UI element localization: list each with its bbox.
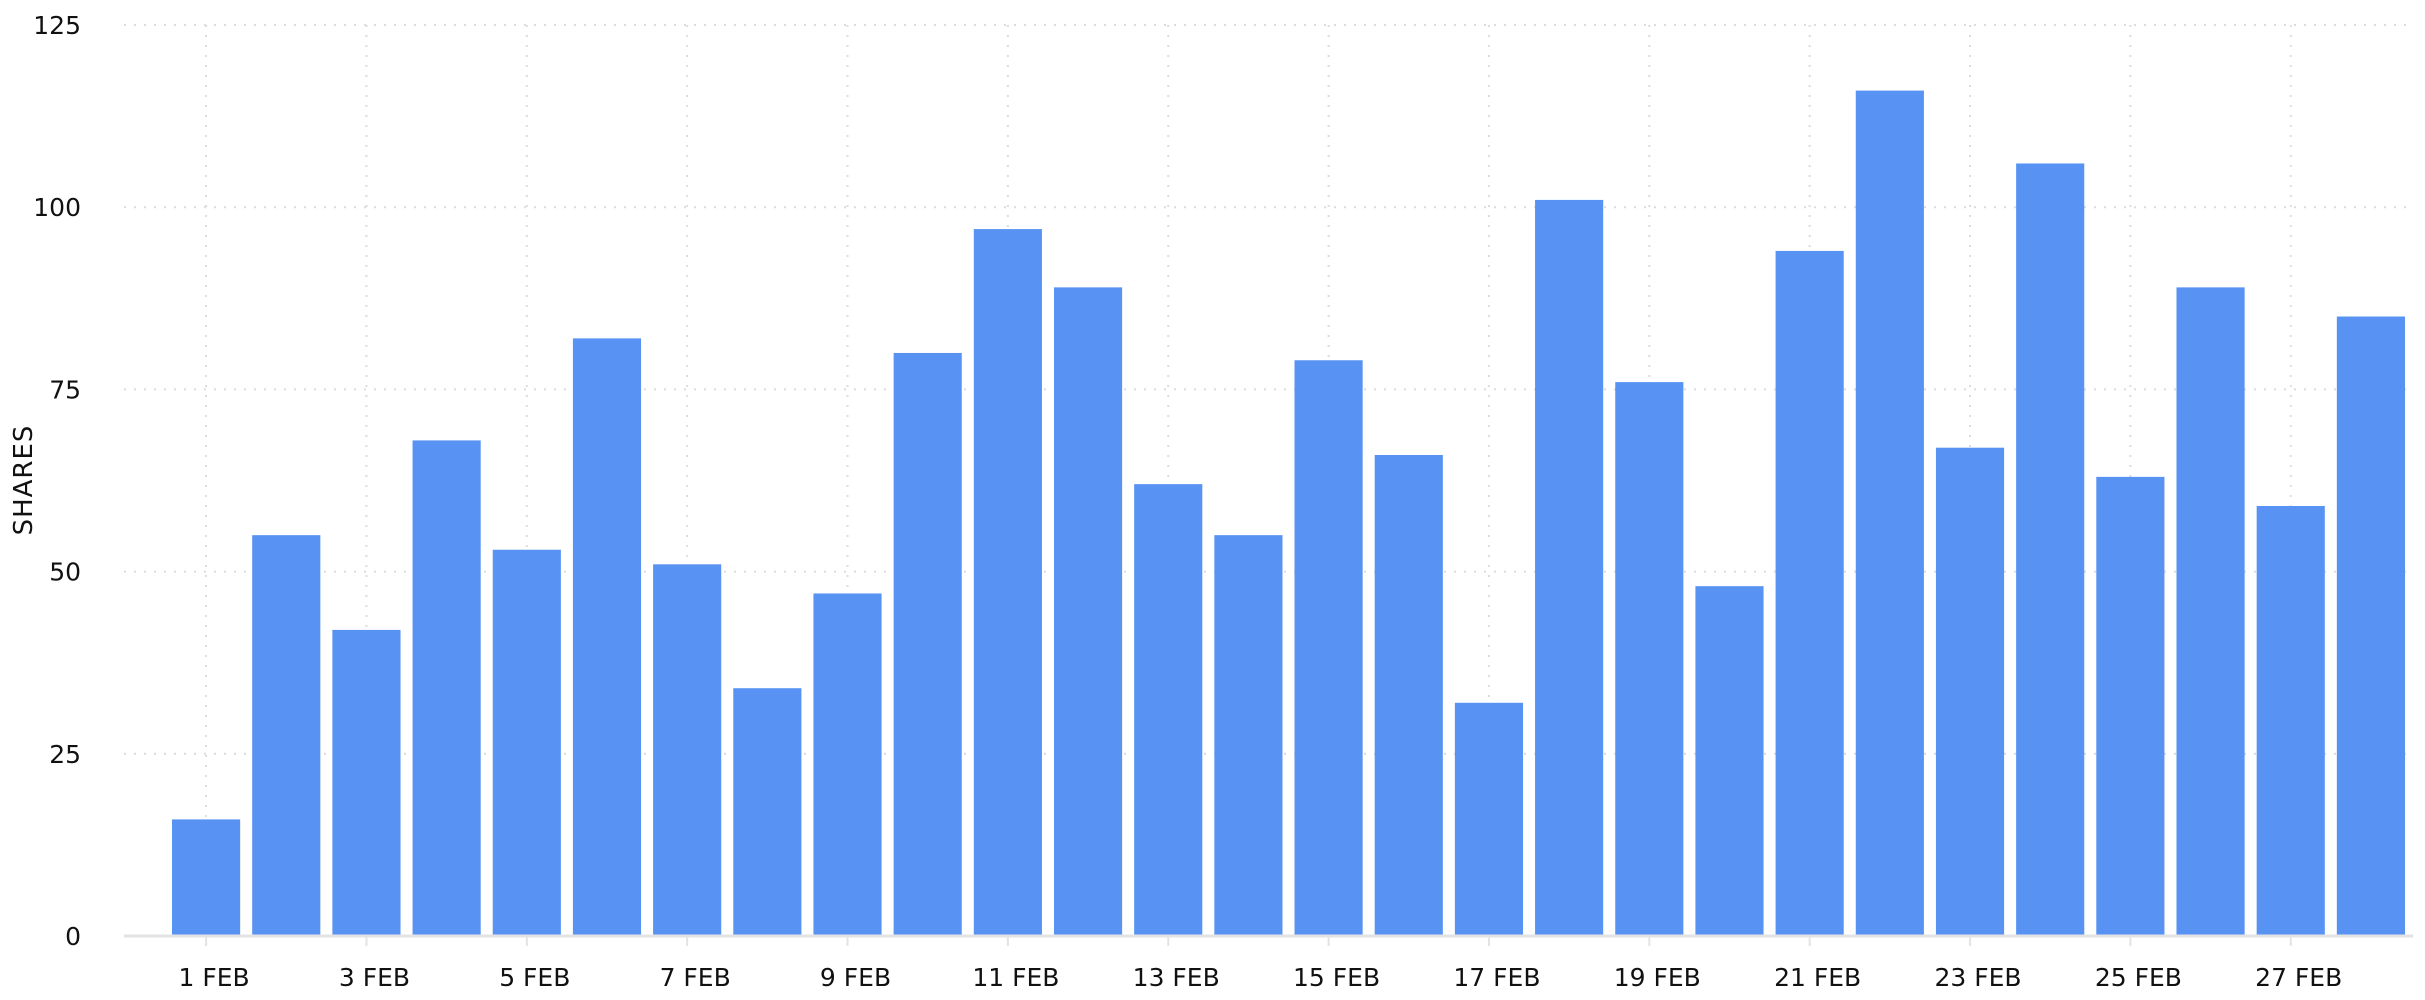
bar-7-feb[interactable]: [653, 564, 722, 936]
bar-27-feb[interactable]: [2256, 506, 2325, 936]
x-tick-label: 17 FEB: [1453, 963, 1540, 992]
bar-3-feb[interactable]: [332, 629, 401, 936]
y-tick-label: 0: [65, 922, 81, 951]
bar-2-feb[interactable]: [252, 535, 321, 936]
bar-8-feb[interactable]: [733, 688, 802, 936]
x-tick-label: 5 FEB: [499, 963, 570, 992]
bar-12-feb[interactable]: [1053, 287, 1123, 936]
bar-20-feb[interactable]: [1695, 586, 1764, 936]
x-tick-label: 19 FEB: [1614, 963, 1701, 992]
x-tick-label: 11 FEB: [972, 963, 1059, 992]
bar-21-feb[interactable]: [1775, 250, 1844, 937]
x-tick-label: 13 FEB: [1133, 963, 1220, 992]
bar-10-feb[interactable]: [893, 352, 962, 937]
bar-13-feb[interactable]: [1134, 484, 1203, 936]
bar-4-feb[interactable]: [412, 440, 481, 936]
x-axis-ticks: 1 FEB 3 FEB 5 FEB 7 FEB 9 FEB 11 FEB 13 FEB 15 …: [178, 936, 2342, 992]
bar-5-feb[interactable]: [492, 549, 561, 936]
y-tick-label: 75: [49, 375, 81, 404]
x-tick-label: 3 FEB: [339, 963, 410, 992]
bar-25-feb[interactable]: [2096, 476, 2165, 936]
bar-17-feb[interactable]: [1454, 702, 1524, 936]
bar-14-feb[interactable]: [1214, 535, 1283, 936]
bar-1-feb[interactable]: [172, 819, 241, 936]
bar-18-feb[interactable]: [1535, 199, 1604, 937]
bar-11-feb[interactable]: [973, 229, 1042, 937]
y-tick-label: 100: [33, 193, 81, 222]
y-tick-label: 125: [33, 11, 81, 40]
x-tick-label: 1 FEB: [178, 963, 249, 992]
bar-28-feb[interactable]: [2336, 316, 2405, 936]
x-tick-label: 25 FEB: [2095, 963, 2182, 992]
bar-26-feb[interactable]: [2176, 287, 2245, 936]
y-axis-ticks: 0 25 50 75 100 125: [33, 11, 81, 951]
x-tick-label: 23 FEB: [1934, 963, 2021, 992]
bar-16-feb[interactable]: [1374, 454, 1443, 936]
x-tick-label: 21 FEB: [1774, 963, 1861, 992]
y-tick-label: 25: [49, 740, 81, 769]
bar-22-feb[interactable]: [1855, 90, 1924, 937]
x-tick-label: 7 FEB: [660, 963, 731, 992]
x-tick-label: 27 FEB: [2255, 963, 2342, 992]
x-tick-label: 15 FEB: [1293, 963, 1380, 992]
bar-9-feb[interactable]: [813, 593, 882, 936]
bar-19-feb[interactable]: [1615, 382, 1684, 936]
y-tick-label: 50: [49, 558, 81, 587]
bar-24-feb[interactable]: [2016, 163, 2085, 937]
bar-23-feb[interactable]: [1935, 447, 2005, 936]
x-tick-label: 9 FEB: [820, 963, 891, 992]
bar-6-feb[interactable]: [572, 338, 642, 936]
bar-15-feb[interactable]: [1294, 360, 1363, 936]
y-axis-title: SHARES: [9, 425, 39, 536]
bars: [172, 90, 2405, 937]
